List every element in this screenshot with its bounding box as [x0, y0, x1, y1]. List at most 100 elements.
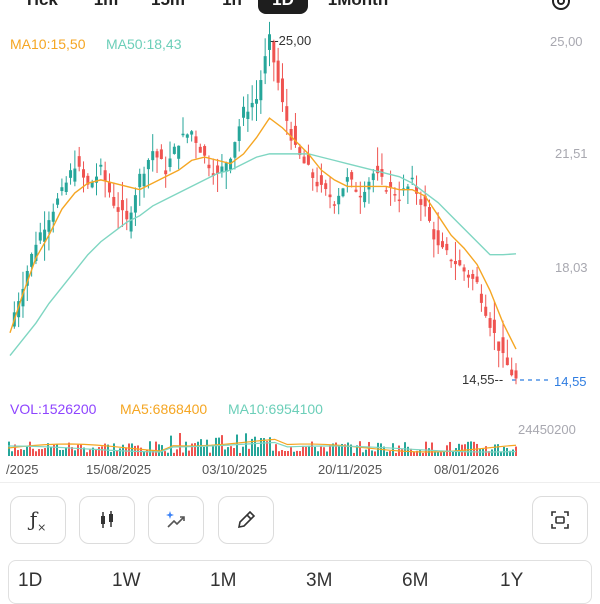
candle-body: [246, 111, 250, 119]
volume-bar: [350, 444, 352, 456]
volume-axis-tick: 24450200: [518, 422, 576, 437]
volume-bar: [239, 452, 241, 456]
tab-1month[interactable]: 1Month: [324, 0, 392, 14]
volume-bar: [155, 441, 157, 456]
volume-bar: [251, 438, 253, 456]
volume-bar: [83, 447, 85, 456]
volume-bar: [44, 448, 46, 456]
tab-1m[interactable]: 1m: [86, 0, 126, 14]
volume-bar: [263, 438, 265, 456]
volume-ma10-legend: MA10:6954100: [228, 401, 323, 417]
volume-bar: [173, 452, 175, 456]
tab-15m[interactable]: 15m: [140, 0, 196, 14]
volume-bar: [125, 448, 127, 456]
candle-body: [332, 204, 336, 206]
volume-bar: [320, 446, 322, 456]
tab-tick[interactable]: Tick: [14, 0, 68, 14]
volume-bar: [194, 443, 196, 456]
volume-bar: [422, 452, 424, 456]
candle-body: [345, 177, 349, 182]
volume-bar: [470, 441, 472, 456]
pencil-icon: [237, 510, 256, 529]
candle-body: [99, 164, 103, 167]
candle-body: [64, 182, 68, 193]
candle-body: [466, 274, 470, 278]
volume-bar: [188, 450, 190, 456]
volume-bar: [26, 446, 28, 456]
candle-body: [255, 99, 259, 104]
volume-bar: [164, 451, 166, 456]
candle-body: [138, 173, 142, 188]
volume-legend: VOL:1526200: [10, 401, 97, 417]
candle-body: [497, 341, 501, 351]
candle-body: [449, 259, 453, 262]
price-chart[interactable]: [0, 0, 600, 480]
volume-bar: [395, 452, 397, 456]
volume-bar: [101, 446, 103, 456]
candle-body: [120, 200, 124, 211]
candle-body: [376, 165, 380, 174]
volume-bar: [293, 451, 295, 456]
range-6m[interactable]: 6M: [402, 570, 429, 591]
fullscreen-button[interactable]: [532, 496, 588, 544]
volume-bar: [491, 449, 493, 456]
volume-bar: [137, 445, 139, 456]
ai-insights-button[interactable]: [148, 496, 204, 544]
candle-body: [341, 188, 345, 197]
chart-type-button[interactable]: [79, 496, 135, 544]
candle-body: [112, 196, 116, 206]
candle-body: [293, 125, 297, 145]
volume-bar: [485, 446, 487, 456]
tab-1h[interactable]: 1h: [212, 0, 252, 14]
sparkle-trend-icon: [166, 511, 185, 528]
volume-bar: [416, 450, 418, 456]
candle-body: [224, 163, 228, 172]
range-3m[interactable]: 3M: [306, 570, 333, 591]
range-1m[interactable]: 1M: [210, 570, 237, 591]
candle-body: [56, 198, 60, 205]
volume-bar: [152, 450, 154, 456]
volume-ma5-line: [7, 438, 517, 453]
volume-bar: [209, 452, 211, 456]
ma10-line: [9, 117, 517, 350]
tab-1d[interactable]: 1D: [258, 0, 308, 14]
candle-body: [203, 146, 207, 156]
volume-bar: [236, 434, 238, 456]
candle-body: [445, 243, 449, 251]
candle-body: [406, 186, 410, 191]
volume-bar: [365, 449, 367, 456]
range-1w[interactable]: 1W: [112, 570, 141, 591]
volume-bar: [68, 442, 70, 456]
range-1d[interactable]: 1D: [18, 570, 43, 591]
divider: [0, 482, 600, 483]
settings-gear-icon[interactable]: [548, 0, 574, 14]
volume-bar: [17, 450, 19, 456]
volume-bar: [146, 450, 148, 456]
volume-bar: [272, 450, 274, 456]
volume-bar: [341, 443, 343, 456]
range-1y[interactable]: 1Y: [500, 570, 524, 591]
candle-body: [458, 260, 462, 266]
candle-body: [358, 195, 362, 198]
candle-body: [216, 165, 220, 174]
volume-bar: [8, 441, 10, 456]
ma50-line: [9, 153, 517, 357]
indicator-button[interactable]: ƒ×: [10, 496, 66, 544]
draw-button[interactable]: [218, 496, 274, 544]
volume-bar: [449, 441, 451, 456]
candle-body: [397, 199, 401, 202]
price-axis-tick: 18,03: [555, 260, 588, 275]
volume-bar: [413, 451, 415, 456]
candle-body: [462, 267, 466, 272]
volume-bar: [98, 447, 100, 456]
candle-body: [21, 288, 25, 307]
volume-bar: [437, 452, 439, 456]
candle-body: [354, 189, 358, 192]
candle-body: [107, 181, 111, 193]
ma10-legend: MA10:15,50: [10, 36, 86, 52]
volume-ma5-legend: MA5:6868400: [120, 401, 208, 417]
candle-body: [211, 173, 215, 176]
candle-body: [172, 146, 176, 154]
candle-body: [410, 177, 414, 180]
volume-bar: [476, 443, 478, 456]
